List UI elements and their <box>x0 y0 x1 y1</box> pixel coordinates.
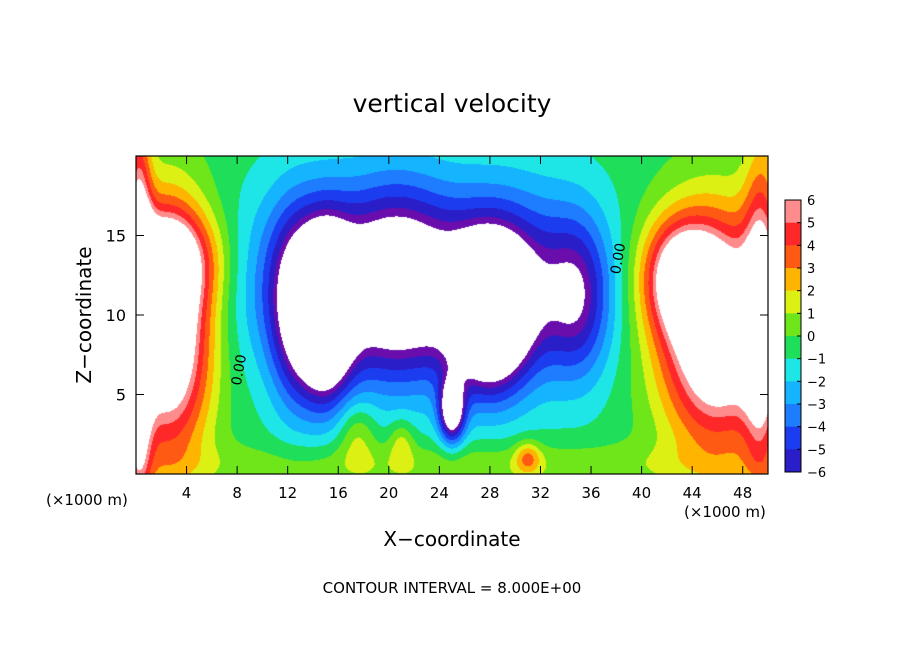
contour-label: 0.00 <box>608 242 629 275</box>
colorbar-swatch <box>785 290 801 314</box>
colorbar-label: 2 <box>807 285 815 300</box>
x-tick-label: 24 <box>430 484 449 502</box>
contour-interval-note: CONTOUR INTERVAL = 8.000E+00 <box>323 579 582 597</box>
x-unit-right: (×1000 m) <box>684 503 766 521</box>
contour-lines: 0.00 0.00 <box>229 242 629 387</box>
x-axis-ticks: 4 8 12 16 20 24 28 32 36 40 44 48 <box>182 156 752 502</box>
x-tick-label: 12 <box>278 484 297 502</box>
x-tick-label: 16 <box>329 484 348 502</box>
colorbar-label: −5 <box>807 443 826 458</box>
x-axis-label: X−coordinate <box>383 527 520 551</box>
colorbar-swatch <box>785 358 801 382</box>
contour-label: 0.00 <box>229 353 250 386</box>
y-axis-ticks: 5 10 15 <box>106 227 768 405</box>
colorbar-label: −4 <box>807 421 826 436</box>
chart-title: vertical velocity <box>353 89 552 118</box>
y-tick-label: 10 <box>106 306 126 325</box>
colorbar-swatch <box>785 404 801 428</box>
colorbar-label: −2 <box>807 375 826 390</box>
colorbar-swatch <box>785 426 801 450</box>
colorbar-swatch <box>785 449 801 473</box>
y-tick-label: 15 <box>106 227 126 246</box>
x-tick-label: 28 <box>480 484 499 502</box>
colorbar-label: −6 <box>807 466 826 481</box>
colorbar: 6 5 4 3 2 1 0 −1 −2 −3 −4 −5 −6 <box>784 194 826 481</box>
colorbar-label: 0 <box>807 330 815 345</box>
colorbar-label: 5 <box>807 217 815 232</box>
x-tick-label: 4 <box>182 484 192 502</box>
colorbar-swatch <box>785 200 801 224</box>
x-tick-label: 8 <box>232 484 242 502</box>
y-axis-label: Z−coordinate <box>72 246 96 383</box>
heatmap-image <box>136 156 768 474</box>
x-unit-left: (×1000 m) <box>46 491 128 509</box>
y-tick-label: 5 <box>116 386 126 405</box>
x-tick-label: 48 <box>733 484 752 502</box>
x-tick-label: 32 <box>531 484 550 502</box>
x-tick-label: 20 <box>379 484 398 502</box>
colorbar-label: −1 <box>807 353 826 368</box>
colorbar-label: 6 <box>807 194 815 209</box>
x-tick-label: 44 <box>683 484 702 502</box>
x-tick-label: 40 <box>632 484 651 502</box>
colorbar-label: 4 <box>807 239 815 254</box>
colorbar-labels: 6 5 4 3 2 1 0 −1 −2 −3 −4 −5 −6 <box>797 194 826 481</box>
colorbar-frame <box>784 199 802 473</box>
colorbar-swatch <box>785 245 801 269</box>
colorbar-swatch <box>785 336 801 360</box>
x-tick-label: 36 <box>581 484 600 502</box>
colorbar-label: 1 <box>807 307 815 322</box>
colorbar-swatch <box>785 313 801 337</box>
colorbar-swatches <box>785 200 801 473</box>
colorbar-swatch <box>785 222 801 246</box>
colorbar-swatch <box>785 381 801 405</box>
colorbar-label: −3 <box>807 398 826 413</box>
colorbar-label: 3 <box>807 262 815 277</box>
colorbar-swatch <box>785 268 801 292</box>
